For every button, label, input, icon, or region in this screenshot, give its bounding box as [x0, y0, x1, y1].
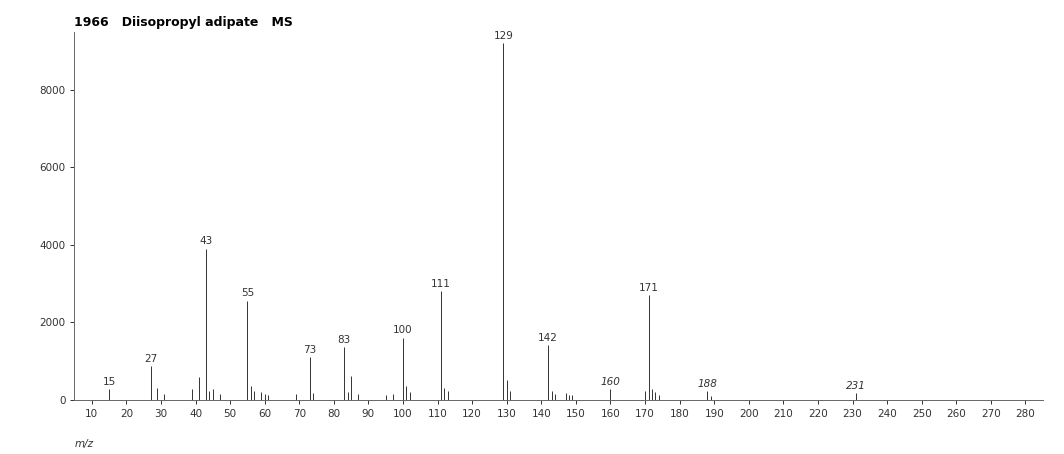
Text: m/z: m/z — [74, 439, 94, 449]
Text: 83: 83 — [337, 335, 351, 345]
Text: 55: 55 — [240, 288, 254, 298]
Text: 129: 129 — [494, 31, 513, 41]
Text: 43: 43 — [199, 236, 213, 246]
Text: 111: 111 — [431, 279, 451, 289]
Text: 188: 188 — [697, 379, 717, 389]
Text: 1966   Diisopropyl adipate   MS: 1966 Diisopropyl adipate MS — [74, 16, 294, 29]
Text: 73: 73 — [303, 345, 316, 355]
Text: 15: 15 — [102, 377, 116, 387]
Text: 27: 27 — [144, 354, 157, 364]
Text: 231: 231 — [846, 381, 866, 391]
Text: 142: 142 — [538, 333, 559, 343]
Text: 171: 171 — [638, 283, 659, 293]
Text: 100: 100 — [394, 325, 413, 335]
Text: 160: 160 — [600, 377, 620, 387]
